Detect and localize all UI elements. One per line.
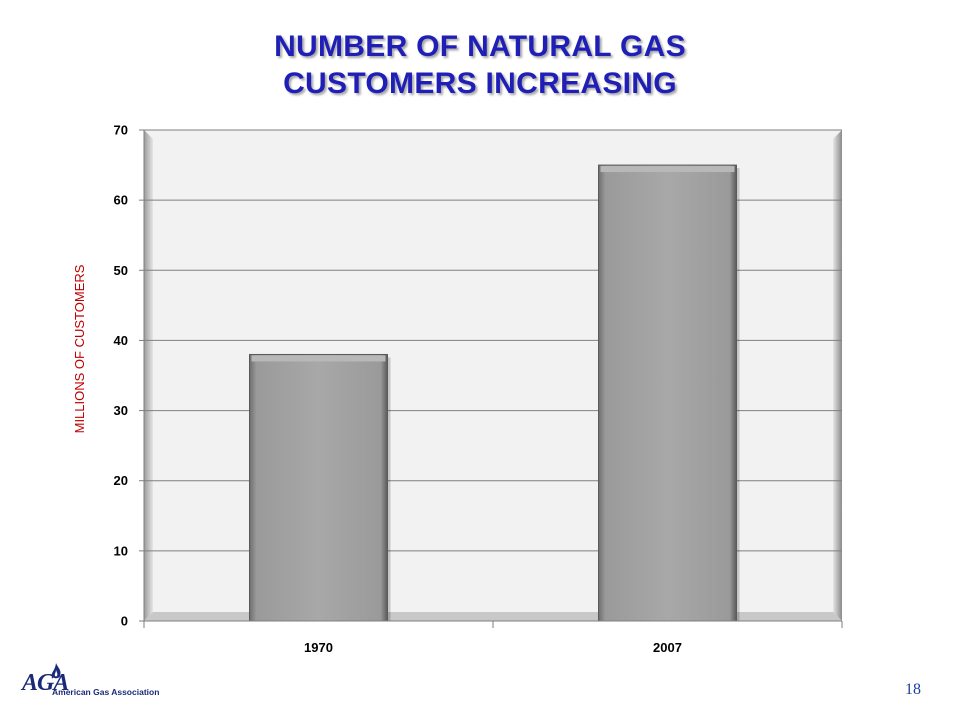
bar-1970 bbox=[249, 353, 388, 622]
y-tick-label: 10 bbox=[114, 543, 128, 558]
slide-title-line-2: CUSTOMERS INCREASING bbox=[283, 67, 677, 100]
y-tick-label: 60 bbox=[114, 193, 128, 208]
logo-text: American Gas Association bbox=[52, 687, 160, 697]
y-tick-label: 0 bbox=[121, 614, 128, 629]
axes: 0 10 20 30 40 50 60 70 1970 2007 bbox=[114, 123, 843, 655]
x-tick-label: 1970 bbox=[304, 640, 333, 655]
bars bbox=[249, 164, 740, 622]
slide-title: NUMBER OF NATURAL GAS CUSTOMERS INCREASI… bbox=[0, 28, 960, 102]
plot-left-wall bbox=[144, 130, 153, 621]
plot-right-wall bbox=[833, 130, 842, 621]
y-tick-label: 50 bbox=[114, 263, 128, 278]
y-tick-label: 20 bbox=[114, 473, 128, 488]
bar-2007 bbox=[598, 164, 737, 622]
y-tick-label: 30 bbox=[114, 403, 128, 418]
y-axis-title: MILLIONS OF CUSTOMERS bbox=[72, 264, 87, 433]
slide-title-line-1: NUMBER OF NATURAL GAS bbox=[274, 30, 686, 63]
bar-top-bevel bbox=[600, 166, 735, 173]
x-tick-label: 2007 bbox=[653, 640, 682, 655]
bar-top-bevel bbox=[251, 355, 386, 362]
y-tick-label: 70 bbox=[114, 123, 128, 138]
logo-mark: AGA bbox=[22, 670, 69, 696]
aga-logo: AGA American Gas Association bbox=[22, 662, 172, 702]
flame-icon bbox=[51, 663, 61, 679]
y-tick-label: 40 bbox=[114, 333, 128, 348]
slide-number: 18 bbox=[905, 681, 921, 698]
